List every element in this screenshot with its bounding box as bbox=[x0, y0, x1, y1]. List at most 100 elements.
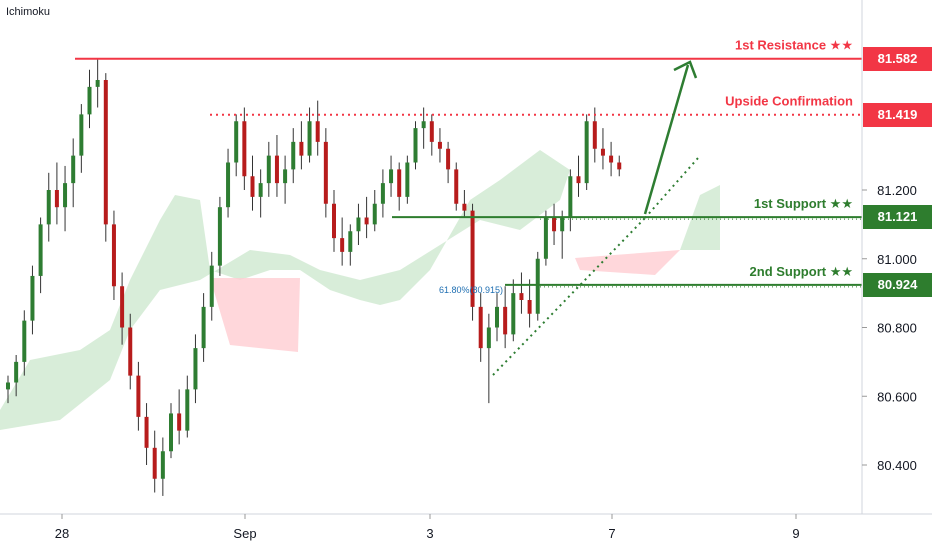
candle bbox=[478, 293, 483, 362]
candle-body bbox=[103, 80, 108, 225]
candle bbox=[234, 114, 239, 177]
candle bbox=[38, 217, 43, 294]
candle-body bbox=[568, 176, 573, 218]
candle bbox=[413, 121, 418, 170]
candle bbox=[446, 141, 451, 184]
candle bbox=[299, 121, 304, 170]
level-label: 1st Support ★★ bbox=[754, 196, 853, 211]
candle-body bbox=[364, 217, 369, 225]
candle bbox=[136, 361, 141, 431]
y-tick-label: 80.600 bbox=[877, 389, 917, 404]
candle bbox=[470, 203, 475, 321]
candle-body bbox=[307, 121, 312, 156]
candle-body bbox=[413, 128, 418, 163]
candle bbox=[54, 162, 59, 225]
candle bbox=[519, 272, 524, 314]
candle-body bbox=[242, 121, 247, 177]
candle-body bbox=[71, 155, 76, 184]
candle bbox=[592, 107, 597, 163]
candle bbox=[576, 155, 581, 197]
candle bbox=[79, 104, 84, 173]
candle bbox=[397, 162, 402, 211]
candle bbox=[405, 155, 410, 204]
candle bbox=[291, 128, 296, 184]
candle bbox=[552, 203, 557, 245]
candle-body bbox=[503, 306, 508, 335]
candle-body bbox=[185, 389, 190, 431]
candle-body bbox=[87, 86, 92, 115]
level-label: 1st Resistance ★★ bbox=[735, 38, 853, 53]
candle-body bbox=[609, 155, 614, 163]
candle bbox=[30, 265, 35, 335]
candle-body bbox=[389, 169, 394, 184]
candle-body bbox=[22, 320, 27, 362]
candle bbox=[617, 155, 622, 177]
candle-body bbox=[226, 162, 231, 208]
candle-body bbox=[144, 416, 149, 448]
candle-body bbox=[397, 169, 402, 197]
candle bbox=[226, 148, 231, 218]
candle bbox=[283, 155, 288, 204]
candle bbox=[503, 286, 508, 349]
candle-body bbox=[543, 217, 548, 259]
candle-body bbox=[617, 162, 622, 170]
cloud-area-bullish bbox=[0, 150, 570, 430]
candle bbox=[527, 279, 532, 328]
candle bbox=[22, 310, 27, 376]
candle bbox=[348, 224, 353, 266]
candle bbox=[177, 389, 182, 445]
candle-body bbox=[30, 275, 35, 321]
candle-body bbox=[54, 190, 59, 208]
candle bbox=[364, 196, 369, 239]
candle-body bbox=[234, 121, 239, 163]
candle-body bbox=[291, 141, 296, 170]
annotations: 61.80%(80.915) bbox=[439, 60, 699, 376]
x-tick-label: 7 bbox=[608, 526, 615, 541]
candle bbox=[103, 73, 108, 242]
candle-body bbox=[429, 121, 434, 142]
level-label: Upside Confirmation bbox=[725, 94, 853, 109]
candle bbox=[609, 141, 614, 177]
candle bbox=[584, 114, 589, 190]
y-tick-label: 80.800 bbox=[877, 321, 917, 336]
candle bbox=[307, 107, 312, 163]
candle-body bbox=[421, 121, 426, 129]
candles bbox=[6, 59, 622, 496]
candle bbox=[185, 375, 190, 438]
candle-body bbox=[193, 348, 198, 390]
candle-body bbox=[348, 231, 353, 252]
candle bbox=[266, 141, 271, 197]
trendline-dotted bbox=[492, 217, 646, 376]
candle-body bbox=[283, 169, 288, 184]
candle bbox=[46, 172, 51, 242]
candle-body bbox=[478, 306, 483, 349]
candle bbox=[250, 155, 255, 211]
indicator-label: Ichimoku bbox=[6, 6, 51, 18]
price-levels: 1st Resistance ★★ Upside Confirmation 1st … bbox=[75, 38, 862, 288]
x-tick-label: 9 bbox=[792, 526, 799, 541]
candle bbox=[63, 165, 68, 232]
projection-arrow-line bbox=[643, 64, 690, 215]
x-tick-label: Sep bbox=[233, 526, 256, 541]
candle-body bbox=[152, 447, 157, 479]
candle bbox=[454, 162, 459, 211]
candle-body bbox=[128, 327, 133, 376]
candle bbox=[535, 251, 540, 321]
x-tick-label: 28 bbox=[55, 526, 69, 541]
candle-body bbox=[486, 327, 491, 349]
candle-body bbox=[592, 121, 597, 149]
candle-body bbox=[454, 169, 459, 204]
candle bbox=[258, 169, 263, 218]
candle bbox=[429, 114, 434, 156]
candle bbox=[323, 128, 328, 218]
candle-body bbox=[209, 265, 214, 307]
candle bbox=[274, 135, 279, 197]
candle-body bbox=[495, 306, 499, 328]
projection-arrowhead bbox=[673, 60, 698, 79]
candle-body bbox=[372, 203, 377, 225]
candle bbox=[340, 217, 345, 266]
candle bbox=[128, 313, 133, 390]
candle bbox=[14, 355, 19, 397]
candle-body bbox=[46, 190, 51, 225]
candle-body bbox=[111, 224, 116, 287]
